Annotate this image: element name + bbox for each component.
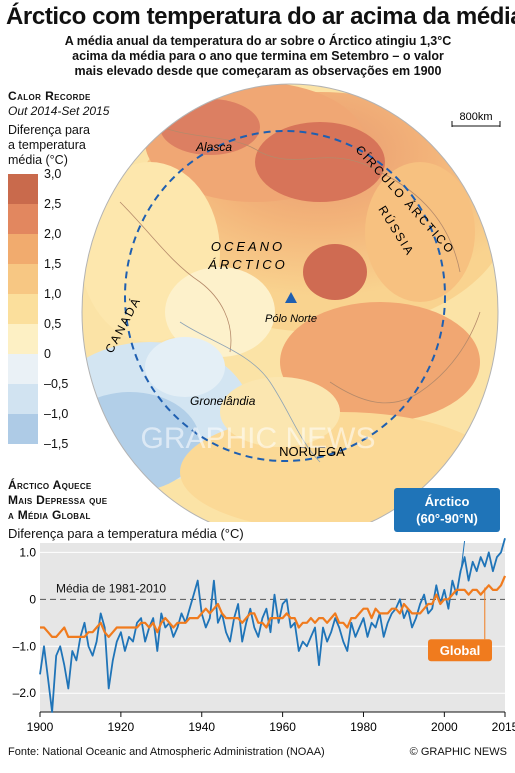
series-line-global (40, 575, 507, 639)
legend-heading: Calor Recorde (8, 89, 91, 103)
north-pole-marker (285, 292, 297, 303)
color-scale-tick-label: 0 (44, 347, 51, 361)
label-north-pole: Pólo Norte (265, 313, 317, 325)
color-scale-tick-label: 1,0 (44, 287, 62, 301)
callout-box-global (428, 639, 492, 662)
color-scale-swatch (8, 414, 38, 444)
temperature-chart-svg: Média de 1981-2010 1.0 0 –1.0 –2.0 1900 1920 19… (13, 488, 515, 734)
baseline-label: Média de 1981-2010 (56, 581, 166, 595)
legend-title-line: Diferença para (8, 123, 90, 137)
page-title: Árctico com temperatura do ar acima da m… (6, 3, 515, 30)
x-tick-label: 2015 (492, 720, 515, 734)
x-tick-label: 2000 (431, 720, 458, 734)
source-note: Fonte: National Oceanic and Atmospheric … (8, 746, 325, 758)
callout-global-label: Global (440, 643, 480, 658)
subtitle-line: A média anual da temperatura do ar sobre… (64, 34, 452, 48)
x-tick-label: 1920 (108, 720, 135, 734)
callout-line-arctic (460, 540, 466, 574)
watermark: GRAPHIC NEWS (140, 422, 375, 455)
legend-title: Diferença para a temperatura média (°C) (8, 123, 128, 168)
temperature-chart: Média de 1981-2010 1.0 0 –1.0 –2.0 1900 1920 19… (0, 488, 515, 768)
y-tick-label: –1.0 (13, 639, 37, 653)
chart-heading: Árctico Aquece Mais Depressa que a Média… (8, 478, 107, 523)
color-scale-swatch (8, 234, 38, 264)
series-line-arctic (39, 538, 506, 713)
color-scale-tick-label: 2,0 (44, 227, 62, 241)
callout-box-arctic (394, 488, 500, 532)
color-scale-swatch (8, 204, 38, 234)
x-tick-label: 1960 (269, 720, 296, 734)
label-greenland: Gronelândia (190, 394, 256, 408)
color-scale: 3,0 2,5 2,0 1,5 1,0 0,5 0 –0,5 –1,0 –1,5 (8, 168, 128, 450)
x-tick-label: 1940 (188, 720, 215, 734)
label-norway: NORUEGA (279, 444, 345, 459)
color-scale-swatches (8, 174, 128, 444)
y-tick-label: 1.0 (19, 545, 36, 559)
color-scale-tick-label: 0,5 (44, 317, 62, 331)
callout-arctic-line-2: (60°-90°N) (416, 511, 478, 526)
color-scale-swatch (8, 264, 38, 294)
x-tick-label: 1900 (27, 720, 54, 734)
color-scale-swatch (8, 174, 38, 204)
label-ocean-1: OCEANO (211, 239, 285, 254)
map-legend: Calor Recorde Out 2014-Set 2015 Diferenç… (8, 89, 128, 450)
color-scale-tick-label: –1,5 (44, 437, 69, 451)
legend-title-line: a temperatura (8, 138, 86, 152)
label-ocean-2: ÁRCTICO (207, 257, 288, 272)
credit: © GRAPHIC NEWS (409, 746, 507, 758)
legend-period: Out 2014-Set 2015 (8, 104, 110, 118)
chart-y-axis-label: Diferença para a temperatura média (°C) (8, 526, 244, 541)
color-scale-swatch (8, 324, 38, 354)
scale-bar-label: 800km (459, 111, 492, 123)
x-tick-label: 1980 (350, 720, 377, 734)
subtitle-line: acima da média para o ano que termina em… (72, 49, 444, 63)
y-tick-label: –2.0 (13, 686, 37, 700)
color-scale-tick-label: 3,0 (44, 167, 62, 181)
label-alaska: Alasca (195, 140, 232, 154)
subtitle: A média anual da temperatura do ar sobre… (8, 34, 508, 79)
legend-title-line: média (°C) (8, 153, 68, 167)
callout-arctic-line-1: Árctico (425, 494, 470, 509)
color-scale-swatch (8, 354, 38, 384)
color-scale-tick-label: –1,0 (44, 407, 69, 421)
color-scale-tick-label: –0,5 (44, 377, 69, 391)
arctic-circle-line (124, 130, 446, 462)
y-tick-label: 0 (29, 592, 36, 606)
chart-heading-line: Mais Depressa que (8, 493, 108, 507)
chart-heading-line: a Média Global (8, 508, 91, 522)
subtitle-line: mais elevado desde que começaram as obse… (74, 64, 442, 78)
color-scale-swatch (8, 384, 38, 414)
color-scale-swatch (8, 294, 38, 324)
chart-heading-line: Árctico Aquece (8, 478, 92, 492)
color-scale-tick-label: 2,5 (44, 197, 62, 211)
color-scale-tick-label: 1,5 (44, 257, 62, 271)
